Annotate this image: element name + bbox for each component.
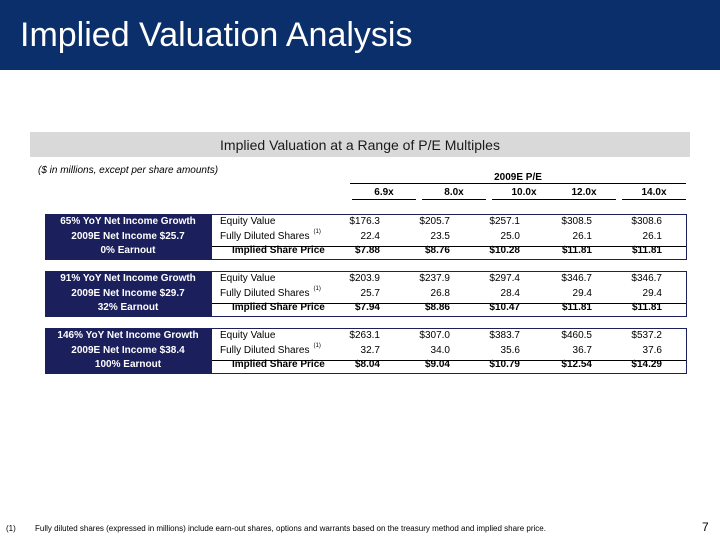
page-number: 7	[702, 520, 709, 534]
share-price-cell: $10.47	[489, 302, 520, 313]
footnote-ref: (1)	[313, 343, 321, 349]
scenario-earnout: 32% Earnout	[97, 302, 159, 313]
footnote-ref: (1)	[313, 229, 321, 235]
column-header: 12.0x	[571, 187, 597, 198]
metric-label-shares: Fully Diluted Shares (1)	[220, 343, 321, 356]
shares-cell: 25.7	[360, 288, 380, 299]
share-price-cell: $10.28	[489, 245, 520, 256]
column-rule	[352, 199, 416, 200]
metric-label-shares: Fully Diluted Shares (1)	[220, 286, 321, 299]
share-price-cell: $8.86	[424, 302, 450, 313]
equity-value-cell: $346.7	[561, 273, 592, 284]
shares-cell: 26.1	[642, 231, 662, 242]
metric-label: Equity Value	[220, 216, 276, 227]
metric-label: Equity Value	[220, 330, 276, 341]
column-header: 14.0x	[641, 187, 667, 198]
row-rule	[212, 246, 686, 247]
share-price-cell: $10.79	[489, 359, 520, 370]
share-price-cell: $9.04	[424, 359, 450, 370]
scenario-net-income: 2009E Net Income $38.4	[71, 345, 185, 356]
shares-cell: 26.8	[430, 288, 450, 299]
share-price-cell: $11.81	[631, 302, 662, 313]
metric-label-shares: Fully Diluted Shares (1)	[220, 229, 321, 242]
equity-value-cell: $537.2	[631, 330, 662, 341]
scenario-growth: 65% YoY Net Income Growth	[60, 216, 196, 227]
share-price-cell: $11.81	[561, 302, 592, 313]
metric-label: Fully Diluted Shares	[220, 288, 310, 299]
share-price-cell: $8.04	[354, 359, 380, 370]
scenario-values: Equity Value Fully Diluted Shares (1) Imp…	[212, 329, 686, 373]
scenario-growth: 91% YoY Net Income Growth	[60, 273, 196, 284]
footnote-text: Fully diluted shares (expressed in milli…	[35, 524, 546, 533]
equity-value-cell: $460.5	[561, 330, 592, 341]
column-header: 10.0x	[511, 187, 537, 198]
shares-cell: 28.4	[500, 288, 520, 299]
equity-value-cell: $307.0	[419, 330, 450, 341]
equity-value-cell: $308.5	[561, 216, 592, 227]
share-price-cell: $7.94	[354, 302, 380, 313]
shares-cell: 23.5	[430, 231, 450, 242]
pe-group-rule	[350, 183, 686, 184]
scenario-growth: 146% YoY Net Income Growth	[57, 330, 199, 341]
scenario-net-income: 2009E Net Income $29.7	[71, 288, 185, 299]
column-rule	[552, 199, 616, 200]
scenario-net-income: 2009E Net Income $25.7	[71, 231, 185, 242]
share-price-cell: $12.54	[561, 359, 592, 370]
equity-value-cell: $308.6	[631, 216, 662, 227]
scenario-earnout: 0% Earnout	[100, 245, 156, 256]
page-title: Implied Valuation Analysis	[20, 16, 413, 54]
shares-cell: 32.7	[360, 345, 380, 356]
shares-cell: 35.6	[500, 345, 520, 356]
equity-value-cell: $205.7	[419, 216, 450, 227]
metric-label: Fully Diluted Shares	[220, 231, 310, 242]
equity-value-cell: $383.7	[489, 330, 520, 341]
metric-label: Implied Share Price	[232, 359, 325, 370]
share-price-cell: $11.81	[631, 245, 662, 256]
equity-value-cell: $257.1	[489, 216, 520, 227]
scenario-earnout: 100% Earnout	[94, 359, 162, 370]
metric-label: Equity Value	[220, 273, 276, 284]
footnote-marker: (1)	[6, 524, 16, 533]
equity-value-cell: $263.1	[349, 330, 380, 341]
column-rule	[492, 199, 556, 200]
shares-cell: 25.0	[500, 231, 520, 242]
shares-cell: 29.4	[642, 288, 662, 299]
shares-cell: 36.7	[572, 345, 592, 356]
share-price-cell: $14.29	[631, 359, 662, 370]
row-rule	[212, 303, 686, 304]
subtitle-bar: Implied Valuation at a Range of P/E Mult…	[30, 132, 690, 157]
column-rule	[622, 199, 686, 200]
share-price-cell: $8.76	[424, 245, 450, 256]
share-price-cell: $11.81	[561, 245, 592, 256]
row-rule	[212, 360, 686, 361]
scenario-values: Equity Value Fully Diluted Shares (1) Imp…	[212, 272, 686, 316]
metric-label: Fully Diluted Shares	[220, 345, 310, 356]
column-rule	[422, 199, 486, 200]
units-note: ($ in millions, except per share amounts…	[38, 165, 219, 176]
metric-label: Implied Share Price	[232, 302, 325, 313]
title-bar: Implied Valuation Analysis	[0, 0, 720, 70]
shares-cell: 26.1	[572, 231, 592, 242]
equity-value-cell: $176.3	[349, 216, 380, 227]
scenario-block: 146% YoY Net Income Growth 2009E Net Inc…	[45, 328, 687, 374]
shares-cell: 29.4	[572, 288, 592, 299]
metric-label: Implied Share Price	[232, 245, 325, 256]
shares-cell: 37.6	[642, 345, 662, 356]
shares-cell: 34.0	[430, 345, 450, 356]
share-price-cell: $7.88	[354, 245, 380, 256]
scenario-values: Equity Value Fully Diluted Shares (1) Imp…	[212, 215, 686, 259]
equity-value-cell: $297.4	[489, 273, 520, 284]
scenario-block: 65% YoY Net Income Growth 2009E Net Inco…	[45, 214, 687, 260]
column-header: 6.9x	[374, 187, 394, 198]
footnote-ref: (1)	[313, 286, 321, 292]
column-header: 8.0x	[444, 187, 464, 198]
pe-group-header: 2009E P/E	[494, 172, 542, 183]
shares-cell: 22.4	[360, 231, 380, 242]
equity-value-cell: $203.9	[349, 273, 380, 284]
equity-value-cell: $237.9	[419, 273, 450, 284]
scenario-block: 91% YoY Net Income Growth 2009E Net Inco…	[45, 271, 687, 317]
equity-value-cell: $346.7	[631, 273, 662, 284]
table-subtitle: Implied Valuation at a Range of P/E Mult…	[220, 137, 500, 153]
